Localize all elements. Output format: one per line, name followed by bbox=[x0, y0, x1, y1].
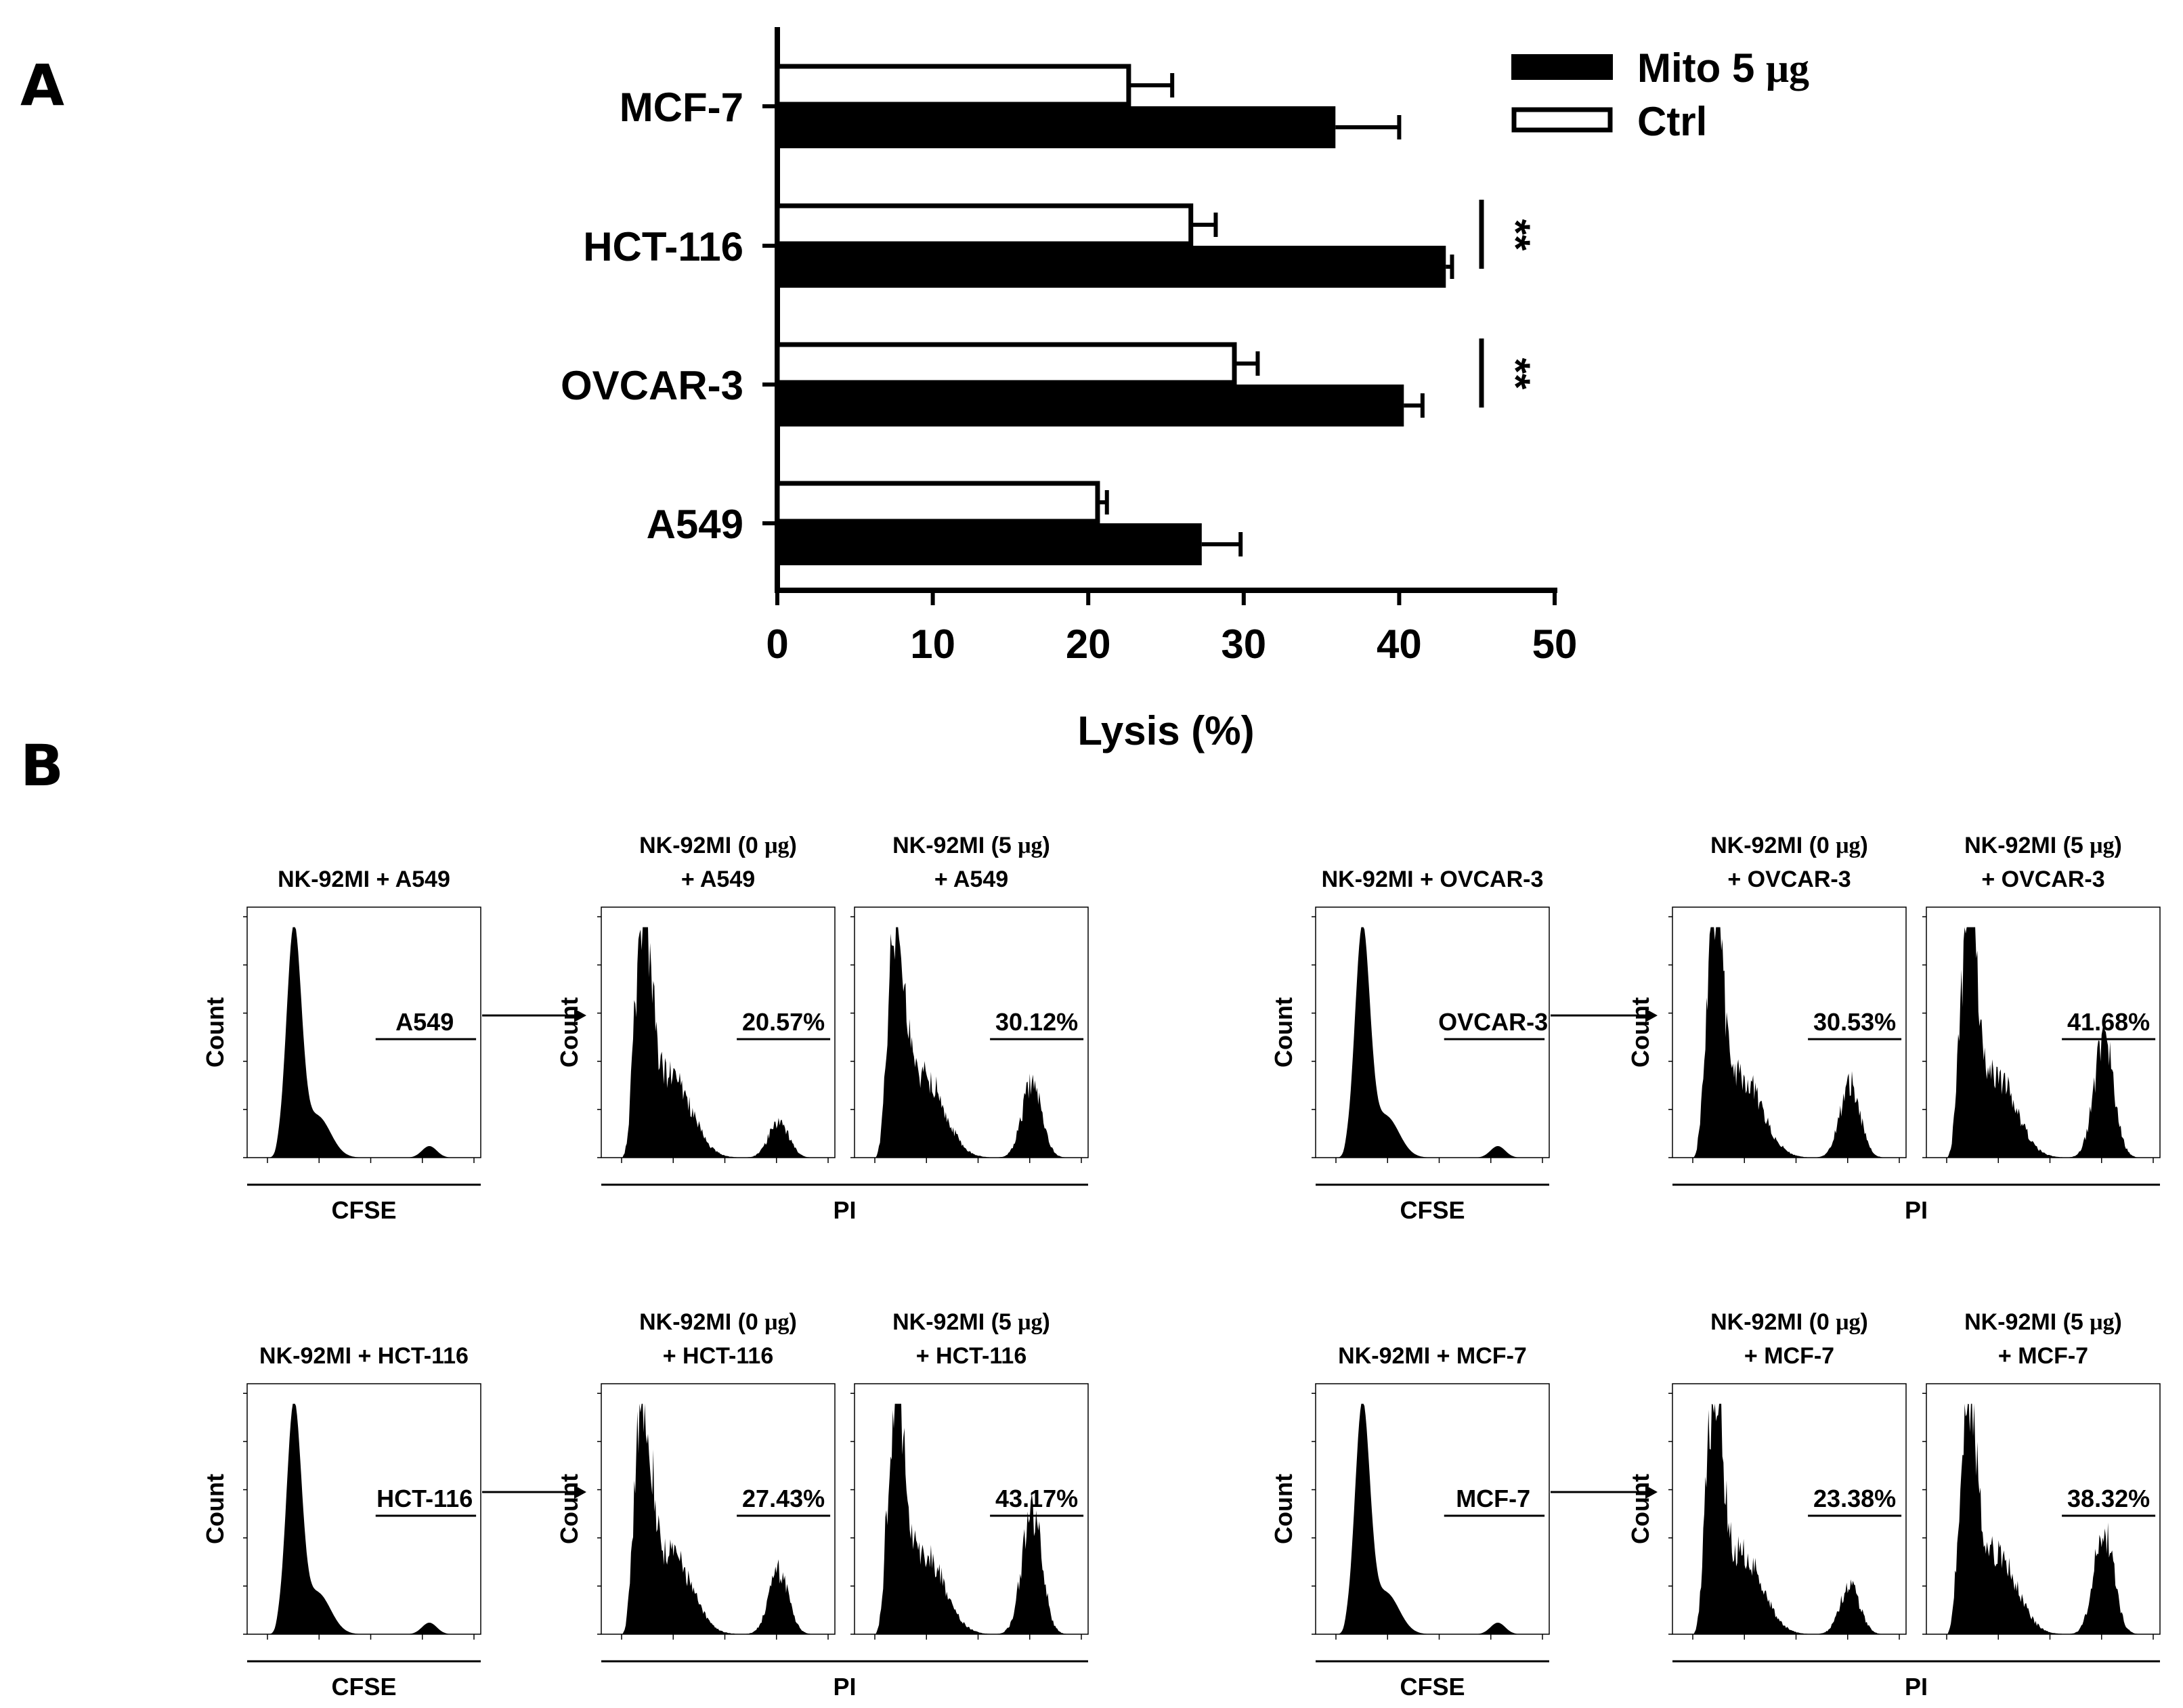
bar-mito bbox=[777, 246, 1446, 288]
y-axis-label: Count bbox=[1270, 1474, 1297, 1544]
gate-label: A549 bbox=[395, 1008, 454, 1036]
lysis-percentage: 20.57% bbox=[742, 1008, 825, 1036]
lysis-percentage: 38.32% bbox=[2067, 1485, 2150, 1512]
lysis-plot-target: + MCF-7 bbox=[1998, 1343, 2088, 1369]
bar-ctrl bbox=[775, 481, 1100, 524]
gate-plot-title: NK-92MI + HCT-116 bbox=[259, 1343, 469, 1369]
flow-cytometry-grid: NK-92MI + A549 Count CFSE A549 NK-92MI (0 μg… bbox=[201, 833, 2161, 1701]
panel-letter-b: B bbox=[20, 732, 64, 799]
histogram-area bbox=[1926, 927, 2160, 1158]
panel-letter-a: A bbox=[20, 52, 64, 118]
y-axis-label: Count bbox=[201, 997, 229, 1068]
category-label: MCF-7 bbox=[620, 85, 743, 130]
lysis-plot-target: + OVCAR-3 bbox=[1981, 867, 2104, 892]
x-axis-label: PI bbox=[833, 1673, 856, 1701]
lysis-percentage: 23.38% bbox=[1813, 1485, 1896, 1512]
histogram-area bbox=[601, 1403, 835, 1634]
bar-mito bbox=[777, 523, 1202, 565]
legend-swatch-mito bbox=[1511, 54, 1613, 80]
lysis-plot-title: NK-92MI (5 μg) bbox=[1964, 833, 2122, 858]
lysis-plot-title: NK-92MI (0 μg) bbox=[1710, 1309, 1868, 1335]
significance-label: ** bbox=[1493, 358, 1538, 390]
x-axis-label: CFSE bbox=[1400, 1673, 1465, 1701]
x-axis-label: CFSE bbox=[1400, 1196, 1465, 1224]
lysis-plot-title: NK-92MI (5 μg) bbox=[1964, 1309, 2122, 1335]
lysis-plot-target: + A549 bbox=[681, 867, 755, 892]
histogram-area bbox=[1316, 927, 1549, 1158]
y-axis-label: Count bbox=[1626, 997, 1654, 1068]
flow-panel-group: NK-92MI + A549 Count CFSE A549 NK-92MI (0 μg… bbox=[201, 833, 1089, 1224]
lysis-percentage: 43.17% bbox=[995, 1485, 1078, 1512]
flow-panel-group: NK-92MI + HCT-116 Count CFSE HCT-116 NK-92MI… bbox=[201, 1309, 1089, 1701]
y-axis-label: Count bbox=[555, 1474, 583, 1544]
gate-label: OVCAR-3 bbox=[1438, 1008, 1548, 1036]
bar-ctrl bbox=[775, 203, 1194, 246]
bar-mito bbox=[777, 385, 1404, 426]
lysis-percentage: 30.53% bbox=[1813, 1008, 1896, 1036]
lysis-plot-title: NK-92MI (5 μg) bbox=[892, 1309, 1050, 1335]
x-tick-label: 40 bbox=[1377, 621, 1422, 667]
gate-plot-title: NK-92MI + OVCAR-3 bbox=[1322, 867, 1544, 892]
legend-label-mito: Mito 5 μg bbox=[1637, 45, 1809, 91]
significance-label: ** bbox=[1493, 219, 1538, 251]
flow-panel-group: NK-92MI + MCF-7 Count CFSE MCF-7 NK-92MI (0 … bbox=[1270, 1309, 2161, 1701]
bar-mito bbox=[777, 106, 1336, 148]
legend-label-ctrl: Ctrl bbox=[1637, 99, 1707, 144]
lysis-percentage: 41.68% bbox=[2067, 1008, 2150, 1036]
bar-ctrl bbox=[775, 64, 1131, 107]
lysis-plot-target: + HCT-116 bbox=[663, 1343, 773, 1369]
arrow-head bbox=[1645, 1485, 1658, 1499]
gate-label: MCF-7 bbox=[1456, 1485, 1530, 1512]
x-tick-label: 10 bbox=[910, 621, 955, 667]
histogram-area bbox=[247, 927, 481, 1158]
lysis-plot-target: + MCF-7 bbox=[1744, 1343, 1834, 1369]
lysis-plot-title: NK-92MI (0 μg) bbox=[639, 833, 797, 858]
y-axis-label: Count bbox=[201, 1474, 229, 1544]
lysis-plot-target: + HCT-116 bbox=[916, 1343, 1026, 1369]
x-axis-label: PI bbox=[1905, 1673, 1928, 1701]
x-tick-label: 50 bbox=[1532, 621, 1578, 667]
lysis-plot-target: + OVCAR-3 bbox=[1727, 867, 1851, 892]
bar-ctrl bbox=[775, 342, 1237, 385]
lysis-plot-title: NK-92MI (0 μg) bbox=[639, 1309, 797, 1335]
histogram-area bbox=[247, 1403, 481, 1634]
category-label: A549 bbox=[647, 502, 743, 547]
lysis-plot-target: + A549 bbox=[934, 867, 1008, 892]
histogram-area bbox=[1672, 1403, 1906, 1634]
category-label: HCT-116 bbox=[583, 224, 743, 269]
lysis-percentage: 30.12% bbox=[995, 1008, 1078, 1036]
x-axis-label: PI bbox=[833, 1196, 856, 1224]
gate-plot-title: NK-92MI + A549 bbox=[278, 867, 450, 892]
legend-swatch-ctrl bbox=[1511, 107, 1613, 133]
bar-chart: 0 10 20 30 40 50 Lysis (%) MCF-7 HCT-116 OVCAR-3 A… bbox=[561, 27, 1809, 753]
flow-panel-group: NK-92MI + OVCAR-3 Count CFSE OVCAR-3 NK-92MI… bbox=[1270, 833, 2161, 1224]
arrow-head bbox=[574, 1009, 586, 1022]
histogram-area bbox=[1926, 1403, 2160, 1634]
x-axis-title: Lysis (%) bbox=[1077, 708, 1254, 753]
x-tick-label: 0 bbox=[766, 621, 788, 667]
lysis-plot-title: NK-92MI (0 μg) bbox=[1710, 833, 1868, 858]
x-axis-label: CFSE bbox=[331, 1673, 396, 1701]
x-axis-label: PI bbox=[1905, 1196, 1928, 1224]
x-axis-label: CFSE bbox=[331, 1196, 396, 1224]
histogram-area bbox=[855, 1403, 1088, 1634]
histogram-area bbox=[601, 927, 835, 1158]
histogram-area bbox=[1672, 927, 1906, 1158]
x-tick-label: 20 bbox=[1066, 621, 1111, 667]
arrow-head bbox=[574, 1485, 586, 1499]
lysis-plot-title: NK-92MI (5 μg) bbox=[892, 833, 1050, 858]
histogram-area bbox=[855, 927, 1088, 1158]
y-axis-label: Count bbox=[555, 997, 583, 1068]
category-label: OVCAR-3 bbox=[561, 363, 743, 408]
x-tick-label: 30 bbox=[1221, 621, 1266, 667]
y-axis-label: Count bbox=[1270, 997, 1297, 1068]
lysis-percentage: 27.43% bbox=[742, 1485, 825, 1512]
arrow-head bbox=[1645, 1009, 1658, 1022]
y-axis-label: Count bbox=[1626, 1474, 1654, 1544]
gate-plot-title: NK-92MI + MCF-7 bbox=[1338, 1343, 1527, 1369]
gate-label: HCT-116 bbox=[376, 1485, 473, 1512]
histogram-area bbox=[1316, 1403, 1549, 1634]
